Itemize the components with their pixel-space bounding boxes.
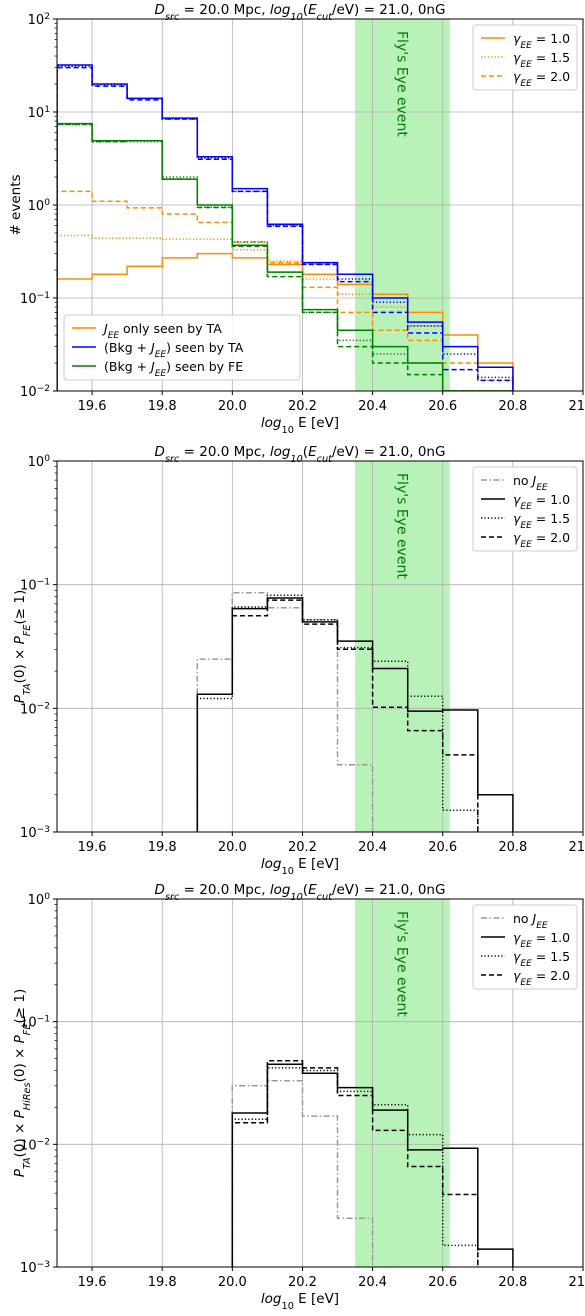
x-tick-label: 20.4 bbox=[358, 840, 387, 855]
legend-label: γEE = 1.0 bbox=[513, 492, 570, 512]
band-label: Fly's Eye event bbox=[393, 911, 409, 1017]
y-tick-label: 100 bbox=[28, 198, 51, 214]
chart-title: Dsrc = 20.0 Mpc, log10(Ecut/eV) = 21.0, … bbox=[155, 444, 446, 465]
plot-frame bbox=[56, 898, 584, 1268]
y-tick-label: 10−1 bbox=[20, 578, 50, 594]
x-tick-label: 19.8 bbox=[148, 1275, 177, 1290]
legend-label: γEE = 2.0 bbox=[513, 69, 570, 89]
flys-eye-band bbox=[355, 899, 450, 1267]
y-axis-label: # events bbox=[8, 174, 24, 235]
x-tick-label: 20.8 bbox=[498, 399, 527, 414]
x-tick-label: 20.2 bbox=[288, 840, 317, 855]
y-tick-label: 100 bbox=[28, 454, 51, 470]
legend-label: γEE = 1.0 bbox=[513, 930, 570, 950]
x-tick-label: 21.0 bbox=[569, 1275, 585, 1290]
legend-label: γEE = 1.5 bbox=[513, 50, 570, 70]
x-tick-label: 19.8 bbox=[148, 399, 177, 414]
legend-label: JEE only seen by TA bbox=[101, 321, 222, 341]
chart-title: Dsrc = 20.0 Mpc, log10(Ecut/eV) = 21.0, … bbox=[155, 2, 446, 23]
series-0-step bbox=[196, 592, 374, 832]
x-tick-label: 20.6 bbox=[428, 1275, 457, 1290]
series-group bbox=[231, 1060, 514, 1267]
legend-label: (Bkg + JEE) seen by TA bbox=[104, 340, 244, 360]
y-tick-label: 10−2 bbox=[20, 384, 50, 400]
legend-box bbox=[472, 24, 578, 91]
x-tick-label: 20.6 bbox=[428, 840, 457, 855]
flys-eye-band bbox=[355, 461, 450, 832]
series-8-step bbox=[57, 123, 514, 391]
plot-frame bbox=[56, 460, 584, 833]
legend-box bbox=[63, 314, 301, 381]
x-axis-label: log10 E [eV] bbox=[261, 415, 339, 436]
series-2-step bbox=[231, 1067, 479, 1267]
x-tick-label: 19.6 bbox=[78, 1275, 107, 1290]
y-tick-label: 10−3 bbox=[20, 825, 50, 841]
y-tick-label: 10−3 bbox=[20, 1260, 50, 1276]
x-axis-label: log10 E [eV] bbox=[261, 856, 339, 876]
x-tick-label: 20.2 bbox=[288, 399, 317, 414]
legend-box bbox=[472, 466, 578, 552]
legend-label: (Bkg + JEE) seen by FE bbox=[104, 359, 243, 379]
series-1-step bbox=[196, 597, 514, 832]
legend-label: no JEE bbox=[513, 911, 548, 931]
x-tick-label: 19.6 bbox=[78, 399, 107, 414]
legend-label: γEE = 2.0 bbox=[513, 968, 570, 988]
chart-title: Dsrc = 20.0 Mpc, log10(Ecut/eV) = 21.0, … bbox=[155, 882, 446, 903]
legend-label: γEE = 1.5 bbox=[513, 511, 570, 531]
y-axis-label: PTA(0) × PFE(≥ 1) bbox=[12, 590, 33, 704]
y-tick-label: 10−2 bbox=[20, 701, 50, 717]
x-tick-label: 19.8 bbox=[148, 840, 177, 855]
x-axis-label: log10 E [eV] bbox=[261, 1291, 339, 1312]
x-tick-label: 20.0 bbox=[218, 399, 247, 414]
x-tick-label: 20.8 bbox=[498, 840, 527, 855]
series-5-step bbox=[57, 66, 514, 391]
legend-bottom-left: JEE only seen by TA(Bkg + JEE) seen by T… bbox=[63, 314, 301, 381]
x-tick-label: 20.4 bbox=[358, 399, 387, 414]
legend-box bbox=[472, 904, 578, 990]
x-tick-label: 21.0 bbox=[569, 840, 585, 855]
x-tick-label: 19.6 bbox=[78, 840, 107, 855]
series-3-step bbox=[196, 599, 479, 832]
series-group bbox=[196, 592, 514, 832]
x-tick-label: 20.4 bbox=[358, 1275, 387, 1290]
legend-label: γEE = 1.0 bbox=[513, 31, 570, 51]
y-axis-label: PTA(0) × PHiRes(0) × PFE(≥ 1) bbox=[12, 989, 33, 1178]
y-tick-label: 10−1 bbox=[20, 291, 50, 307]
y-tick-label: 10−2 bbox=[20, 1137, 50, 1153]
y-tick-label: 101 bbox=[28, 105, 50, 121]
series-group bbox=[57, 64, 514, 391]
chart-ptafe: Fly's Eye event 19.6 19.8 20.0 20.2 20.4 20.6 2… bbox=[12, 444, 585, 876]
x-tick-label: 21.0 bbox=[569, 399, 585, 414]
x-tick-label: 20.8 bbox=[498, 1275, 527, 1290]
band-label: Fly's Eye event bbox=[393, 473, 409, 579]
y-tick-label: 102 bbox=[28, 12, 50, 28]
x-tick-label: 20.2 bbox=[288, 1275, 317, 1290]
chart-ptahiresfe: Fly's Eye event 19.6 19.8 20.0 20.2 20.4 20.6 2… bbox=[12, 882, 585, 1312]
chart-events: Fly's Eye event 19.6 19.8 20.0 20.2 20.4 20.6 2… bbox=[8, 2, 585, 436]
band-label: Fly's Eye event bbox=[393, 31, 409, 137]
x-tick-label: 20.0 bbox=[218, 1275, 247, 1290]
y-tick-label: 100 bbox=[28, 892, 51, 908]
y-tick-label: 10−1 bbox=[20, 1015, 50, 1031]
legend-label: γEE = 1.5 bbox=[513, 949, 570, 969]
x-tick-label: 20.0 bbox=[218, 840, 247, 855]
legend-label: no JEE bbox=[513, 473, 548, 493]
x-tick-label: 20.6 bbox=[428, 399, 457, 414]
series-3-step bbox=[231, 1060, 479, 1267]
legend-label: γEE = 2.0 bbox=[513, 530, 570, 550]
